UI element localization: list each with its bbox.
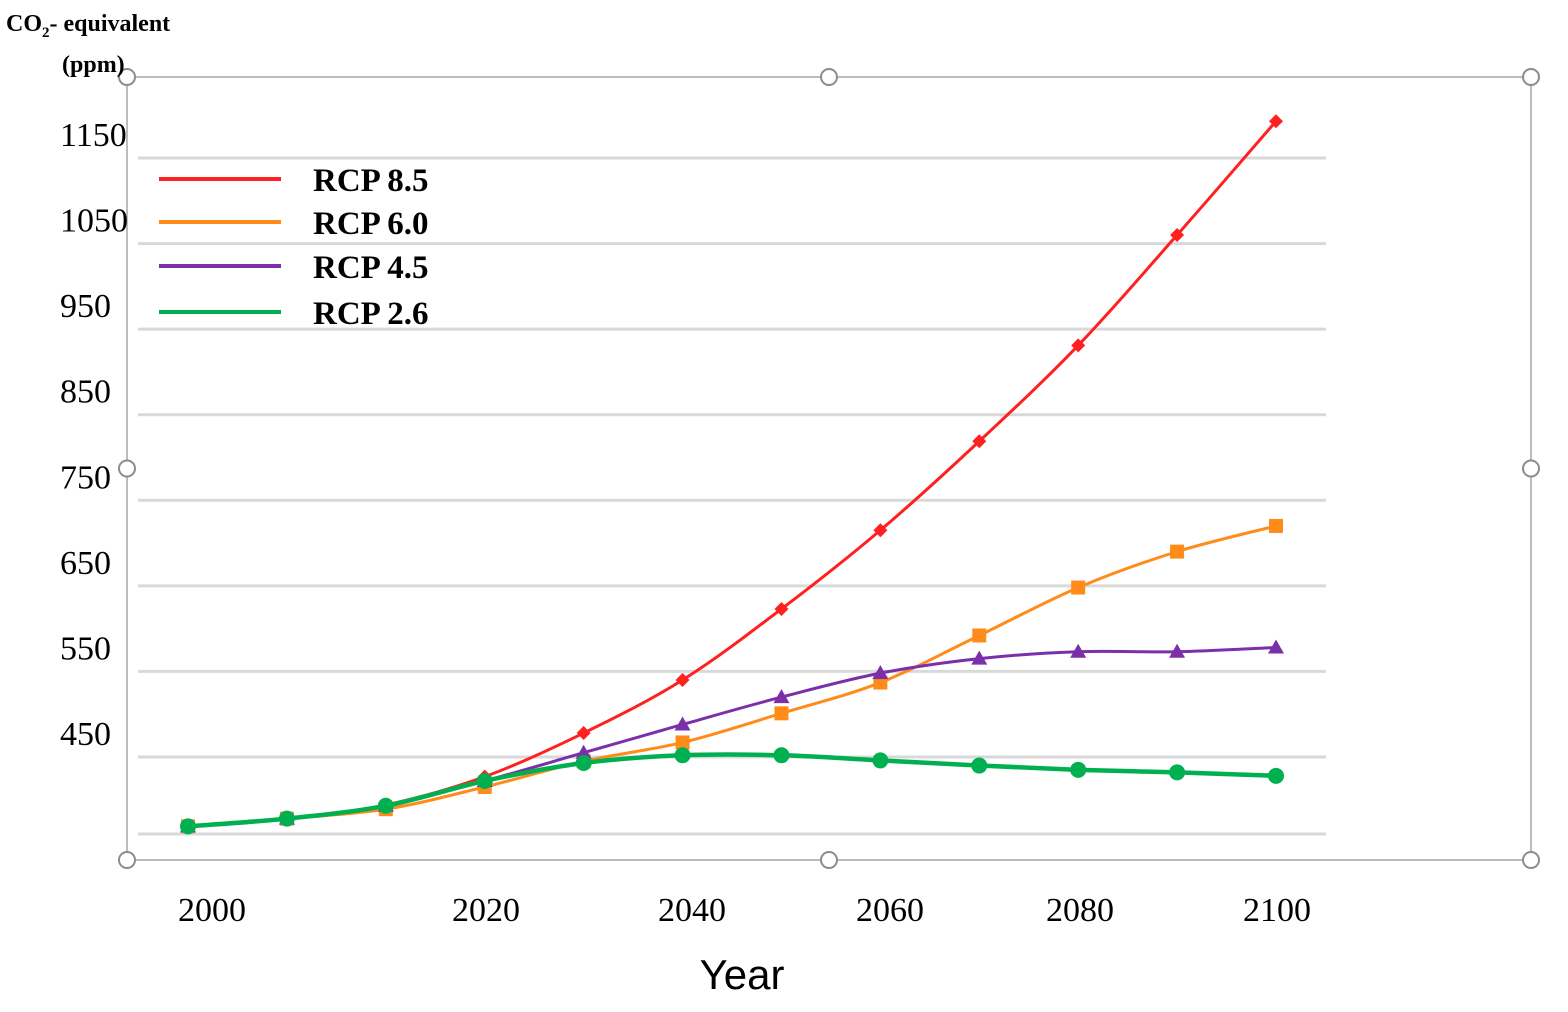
- y-tick-label: 650: [60, 545, 111, 582]
- data-point: [773, 689, 790, 704]
- data-point: [971, 650, 988, 665]
- data-point: [575, 744, 592, 759]
- data-point: [971, 757, 988, 774]
- data-point: [576, 726, 591, 741]
- series-rcp-4-5: [180, 639, 1284, 833]
- x-tick-label: 2100: [1243, 892, 1311, 929]
- data-point: [872, 665, 889, 680]
- series-line: [187, 645, 1277, 828]
- x-tick-label: 2040: [658, 892, 726, 929]
- y-axis-title-subscript: 2: [42, 25, 50, 41]
- data-point: [972, 628, 987, 643]
- series-layer: [180, 114, 1284, 835]
- legend-label: RCP 6.0: [313, 206, 429, 242]
- x-axis-title: Year: [700, 951, 785, 998]
- data-point: [675, 735, 690, 750]
- data-point: [476, 772, 493, 789]
- resize-handle[interactable]: [820, 851, 838, 869]
- y-tick-label: 550: [60, 630, 111, 667]
- data-point: [1170, 544, 1185, 559]
- data-point: [774, 706, 789, 721]
- data-point: [675, 672, 690, 687]
- data-point: [180, 818, 196, 835]
- data-point: [1070, 761, 1087, 778]
- data-point: [873, 523, 888, 538]
- y-tick-label: 1050: [60, 203, 128, 240]
- legend-label: RCP 4.5: [313, 250, 429, 286]
- data-point: [1170, 228, 1185, 243]
- data-point: [1269, 114, 1283, 129]
- data-point: [1268, 639, 1284, 654]
- legend-label: RCP 8.5: [313, 163, 429, 199]
- data-point: [674, 716, 691, 731]
- y-tick-label: 450: [60, 716, 111, 753]
- resize-handle[interactable]: [118, 68, 136, 86]
- resize-handle[interactable]: [118, 851, 136, 869]
- data-point: [377, 797, 394, 814]
- y-tick-label: 750: [60, 459, 111, 496]
- x-tick-label: 2060: [856, 892, 924, 929]
- data-point: [1169, 643, 1186, 658]
- data-point: [872, 752, 889, 769]
- resize-handle[interactable]: [118, 459, 136, 478]
- y-tick-label: 850: [60, 374, 111, 411]
- x-tick-labels: 2000 2020 2040 2060 2080 2100: [178, 892, 1311, 929]
- data-point: [1268, 767, 1284, 784]
- legend-label: RCP 2.6: [313, 296, 429, 332]
- series-line: [187, 752, 1277, 829]
- x-tick-label: 2080: [1046, 892, 1114, 929]
- data-point: [1169, 764, 1186, 781]
- data-point: [1071, 580, 1086, 595]
- y-tick-label: 950: [60, 288, 111, 325]
- y-axis-title-suffix: - equivalent: [50, 11, 171, 37]
- data-point: [1269, 518, 1283, 533]
- series-rcp-6-0: [181, 518, 1283, 834]
- legend: RCP 8.5 RCP 6.0 RCP 4.5 RCP 2.6: [159, 163, 429, 332]
- series-line: [187, 524, 1277, 828]
- resize-handle[interactable]: [1522, 68, 1540, 86]
- data-point: [1071, 338, 1086, 353]
- x-tick-label: 2000: [178, 892, 246, 929]
- y-tick-labels: 450 550 650 750 850 950 1050 1150: [60, 117, 128, 753]
- series-rcp-2-6: [180, 747, 1284, 835]
- gridlines: [138, 156, 1326, 836]
- y-axis-title: CO2- equivalent: [6, 11, 170, 41]
- data-point: [972, 434, 987, 449]
- selection-handles[interactable]: [118, 68, 1540, 869]
- resize-handle[interactable]: [1522, 459, 1540, 478]
- resize-handle[interactable]: [1522, 851, 1540, 869]
- data-point: [773, 747, 790, 764]
- y-axis-title-co: CO: [6, 11, 42, 37]
- resize-handle[interactable]: [820, 68, 838, 86]
- data-point: [1070, 643, 1087, 658]
- data-point: [674, 747, 691, 764]
- data-point: [278, 810, 295, 827]
- data-point: [575, 754, 592, 771]
- y-tick-label: 1150: [60, 117, 127, 154]
- y-axis-unit: (ppm): [62, 52, 125, 78]
- x-tick-label: 2020: [452, 892, 520, 929]
- data-point: [774, 601, 789, 616]
